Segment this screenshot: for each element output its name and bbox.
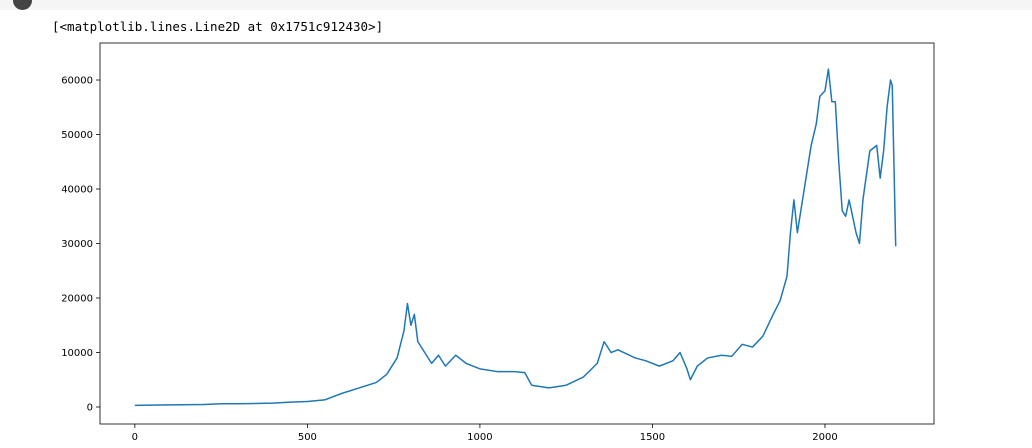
x-tick-label: 0: [132, 432, 138, 443]
y-tick-label: 60000: [61, 76, 93, 87]
output-text: [<matplotlib.lines.Line2D at 0x1751c9124…: [52, 19, 384, 34]
cell-toolbar: [0, 0, 1032, 10]
x-tick-label: 500: [298, 432, 317, 443]
y-tick-label: 20000: [61, 293, 93, 304]
x-tick-label: 1500: [640, 432, 665, 443]
y-tick-label: 40000: [61, 185, 93, 196]
data-line: [134, 68, 897, 407]
y-tick-label: 30000: [61, 239, 93, 250]
y-tick-label: 0: [87, 402, 93, 413]
x-tick-label: 2000: [812, 432, 837, 443]
y-tick-label: 10000: [61, 348, 93, 359]
axes-frame: [99, 42, 935, 425]
cell-icon[interactable]: [13, 0, 32, 10]
x-tick-label: 1000: [467, 432, 492, 443]
y-tick-label: 50000: [61, 130, 93, 141]
